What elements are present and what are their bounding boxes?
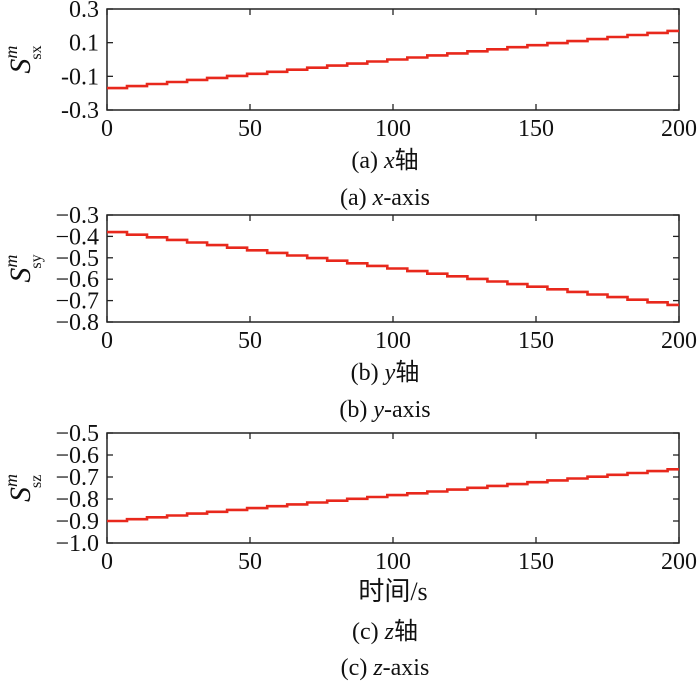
caption-cn-word: 轴: [395, 359, 419, 386]
caption-en-prefix: (b): [339, 397, 373, 423]
x-tick-label: 100: [375, 549, 411, 575]
caption-cn-var: y: [383, 360, 396, 386]
caption-en-prefix: (c): [341, 655, 374, 681]
y-label-sub: sz: [28, 475, 45, 488]
x-tick-label: 100: [375, 328, 411, 354]
y-axis-label: Sm sy: [1, 254, 45, 282]
y-label-main: S: [4, 487, 37, 502]
y-tick-label: −0.5: [55, 246, 99, 272]
caption-en-var: y: [371, 397, 384, 423]
y-tick-label: −1.0: [55, 531, 99, 557]
y-label-sup: m: [1, 474, 21, 487]
x-tick-label: 50: [238, 116, 262, 142]
caption-en-prefix: (a): [340, 185, 373, 211]
series-line-a: [107, 29, 679, 90]
y-tick-label: −0.6: [55, 267, 99, 293]
caption-en-word: -axis: [383, 655, 430, 681]
caption-cn-prefix: (a): [351, 148, 384, 174]
y-tick-label: −0.3: [55, 203, 99, 229]
series-line-c: [107, 468, 679, 523]
y-tick-label: −0.4: [55, 224, 99, 250]
caption-cn: (a) x轴: [351, 147, 418, 174]
y-label-main: S: [4, 59, 37, 74]
y-tick-label: -0.1: [61, 64, 99, 90]
y-label-sup: m: [1, 255, 21, 268]
x-tick-label: 150: [518, 328, 554, 354]
y-label-sup: m: [1, 46, 21, 59]
x-tick-label: 50: [238, 328, 262, 354]
caption-en-var: x: [372, 185, 384, 211]
y-tick-label: −0.9: [55, 509, 99, 535]
x-tick-label: 150: [518, 549, 554, 575]
y-tick-label: −0.6: [55, 443, 99, 469]
x-tick-label: 0: [101, 116, 113, 142]
y-axis-label: Sm sz: [1, 474, 45, 502]
caption-en: (b) y-axis: [339, 397, 430, 423]
y-label-sub: sy: [28, 254, 45, 268]
x-tick-label: 50: [238, 549, 262, 575]
y-label-sub: sx: [28, 45, 45, 59]
caption-cn-word: 轴: [395, 147, 419, 174]
y-axis-label: Sm sx: [1, 45, 45, 73]
y-tick-label: −0.7: [55, 465, 99, 491]
y-tick-label: 0.1: [69, 31, 99, 57]
y-tick-label: −0.7: [55, 289, 99, 315]
x-axis-label: 时间/s: [358, 577, 427, 606]
y-tick-label: -0.3: [61, 98, 99, 124]
y-label-main: S: [4, 268, 37, 283]
x-tick-label: 150: [518, 116, 554, 142]
caption-en: (c) z-axis: [341, 655, 430, 681]
y-tick-label: −0.8: [55, 487, 99, 513]
caption-cn: (b) y轴: [351, 359, 420, 386]
plot-frame: [106, 432, 680, 544]
caption-cn-prefix: (b): [351, 360, 385, 386]
x-tick-label: 0: [101, 549, 113, 575]
x-tick-label: 200: [661, 116, 697, 142]
caption-cn-var: x: [383, 148, 395, 174]
x-tick-label: 200: [661, 549, 697, 575]
caption-en-word: -axis: [383, 185, 430, 211]
panel-b: −0.3−0.4−0.5−0.6−0.7−0.80 50 100 150 200 Sm sy…: [1, 203, 697, 423]
panel-c: −0.5−0.6−0.7−0.8−0.9−1.00 50 100 150 200 Sm sz…: [1, 421, 697, 681]
x-tick-label: 100: [375, 116, 411, 142]
y-tick-label: 0.3: [69, 0, 99, 23]
y-tick-label: −0.5: [55, 421, 99, 447]
caption-cn: (c) z轴: [352, 618, 418, 645]
series-line-b: [107, 230, 679, 307]
caption-en: (a) x-axis: [340, 185, 430, 211]
caption-cn-word: 轴: [394, 618, 418, 645]
caption-cn-prefix: (c): [352, 619, 385, 645]
caption-cn-var: z: [384, 619, 395, 645]
y-tick-label: −0.8: [55, 310, 99, 336]
caption-en-var: z: [372, 655, 383, 681]
x-tick-label: 0: [101, 328, 113, 354]
caption-en-word: -axis: [384, 397, 431, 423]
x-tick-label: 200: [661, 328, 697, 354]
